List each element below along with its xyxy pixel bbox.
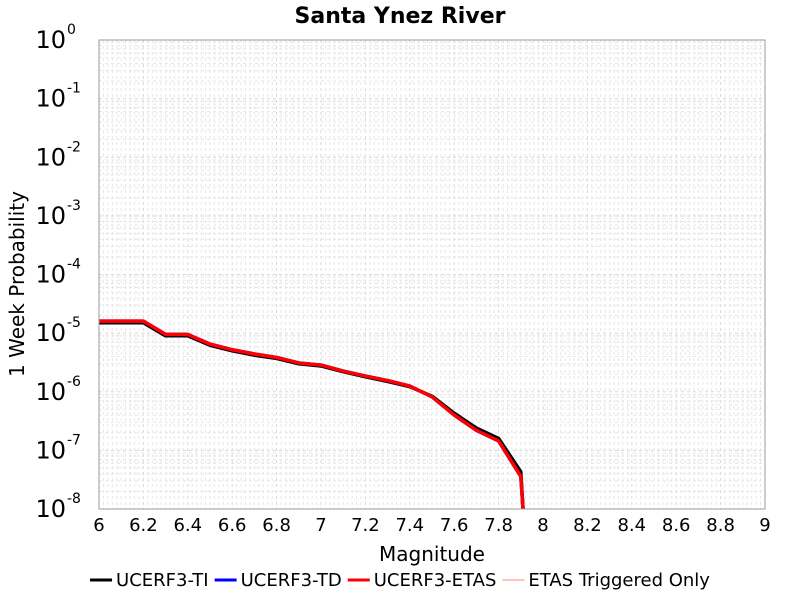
legend: UCERF3-TI UCERF3-TD UCERF3-ETAS ETAS Trigge…: [90, 570, 710, 591]
y-tick-base: 10: [35, 378, 66, 406]
legend-label: UCERF3-TD: [241, 570, 342, 591]
legend-item-etas-triggered-only: ETAS Triggered Only: [502, 570, 710, 591]
y-tick-exponent: -7: [67, 432, 81, 448]
x-tick-label: 6.2: [129, 515, 158, 536]
x-tick-label: 8.8: [706, 515, 735, 536]
plot-frame: [98, 39, 766, 510]
x-tick-label: 6.8: [262, 515, 291, 536]
y-tick-base: 10: [35, 319, 66, 347]
x-tick-label: 6.4: [173, 515, 202, 536]
y-tick-exponent: 0: [67, 22, 76, 38]
x-tick-label: 8: [537, 515, 548, 536]
grid: [98, 40, 766, 510]
x-tick-label: 6: [93, 515, 104, 536]
y-tick-label: 10 -7: [35, 432, 81, 464]
x-tick-labels: 6 6.2 6.4 6.6 6.8 7 7.2 7.4 7.6 7.8 8 8.2 8.4 8.6 8.8 9: [93, 515, 770, 536]
y-tick-base: 10: [35, 495, 66, 523]
x-tick-label: 7.2: [351, 515, 380, 536]
x-axis-label: Magnitude: [379, 542, 485, 566]
y-tick-label: 10 -8: [35, 491, 81, 523]
y-tick-base: 10: [35, 26, 66, 54]
y-tick-label: 10 -3: [35, 198, 81, 230]
y-tick-base: 10: [35, 261, 66, 289]
x-tick-label: 7.8: [484, 515, 513, 536]
y-tick-exponent: -4: [67, 257, 81, 273]
legend-item-ucerf3-etas: UCERF3-ETAS: [347, 570, 497, 591]
legend-label: UCERF3-ETAS: [374, 570, 497, 591]
x-tick-label: 7.4: [395, 515, 424, 536]
legend-item-ucerf3-td: UCERF3-TD: [214, 570, 342, 591]
y-tick-base: 10: [35, 143, 66, 171]
y-tick-label: 10 -5: [35, 315, 81, 347]
series-line-ucerf3-etas: [99, 319, 525, 510]
series-layer: [99, 319, 525, 510]
y-tick-exponent: -5: [67, 315, 81, 331]
y-tick-label: 10 0: [35, 22, 75, 54]
legend-item-ucerf3-ti: UCERF3-TI: [90, 570, 209, 591]
y-tick-exponent: -8: [67, 491, 81, 507]
x-tick-label: 7: [315, 515, 326, 536]
x-tick-label: 8.2: [573, 515, 602, 536]
y-tick-exponent: -6: [67, 374, 81, 390]
chart-title: Santa Ynez River: [295, 4, 506, 29]
y-tick-exponent: -3: [67, 198, 81, 214]
x-tick-label: 9: [759, 515, 770, 536]
y-tick-label: 10 -2: [35, 139, 81, 171]
y-tick-base: 10: [35, 436, 66, 464]
y-tick-exponent: -1: [67, 81, 81, 97]
x-tick-label: 8.6: [662, 515, 691, 536]
x-tick-label: 7.6: [440, 515, 469, 536]
y-tick-base: 10: [35, 85, 66, 113]
y-tick-label: 10 -4: [35, 257, 81, 289]
x-tick-label: 8.4: [617, 515, 646, 536]
y-tick-label: 10 -1: [35, 81, 81, 113]
y-tick-label: 10 -6: [35, 374, 81, 406]
legend-label: ETAS Triggered Only: [528, 570, 710, 591]
legend-label: UCERF3-TI: [116, 570, 209, 591]
x-tick-label: 6.6: [218, 515, 247, 536]
y-tick-base: 10: [35, 202, 66, 230]
y-tick-exponent: -2: [67, 139, 81, 155]
y-axis-label: 1 Week Probability: [5, 191, 29, 377]
